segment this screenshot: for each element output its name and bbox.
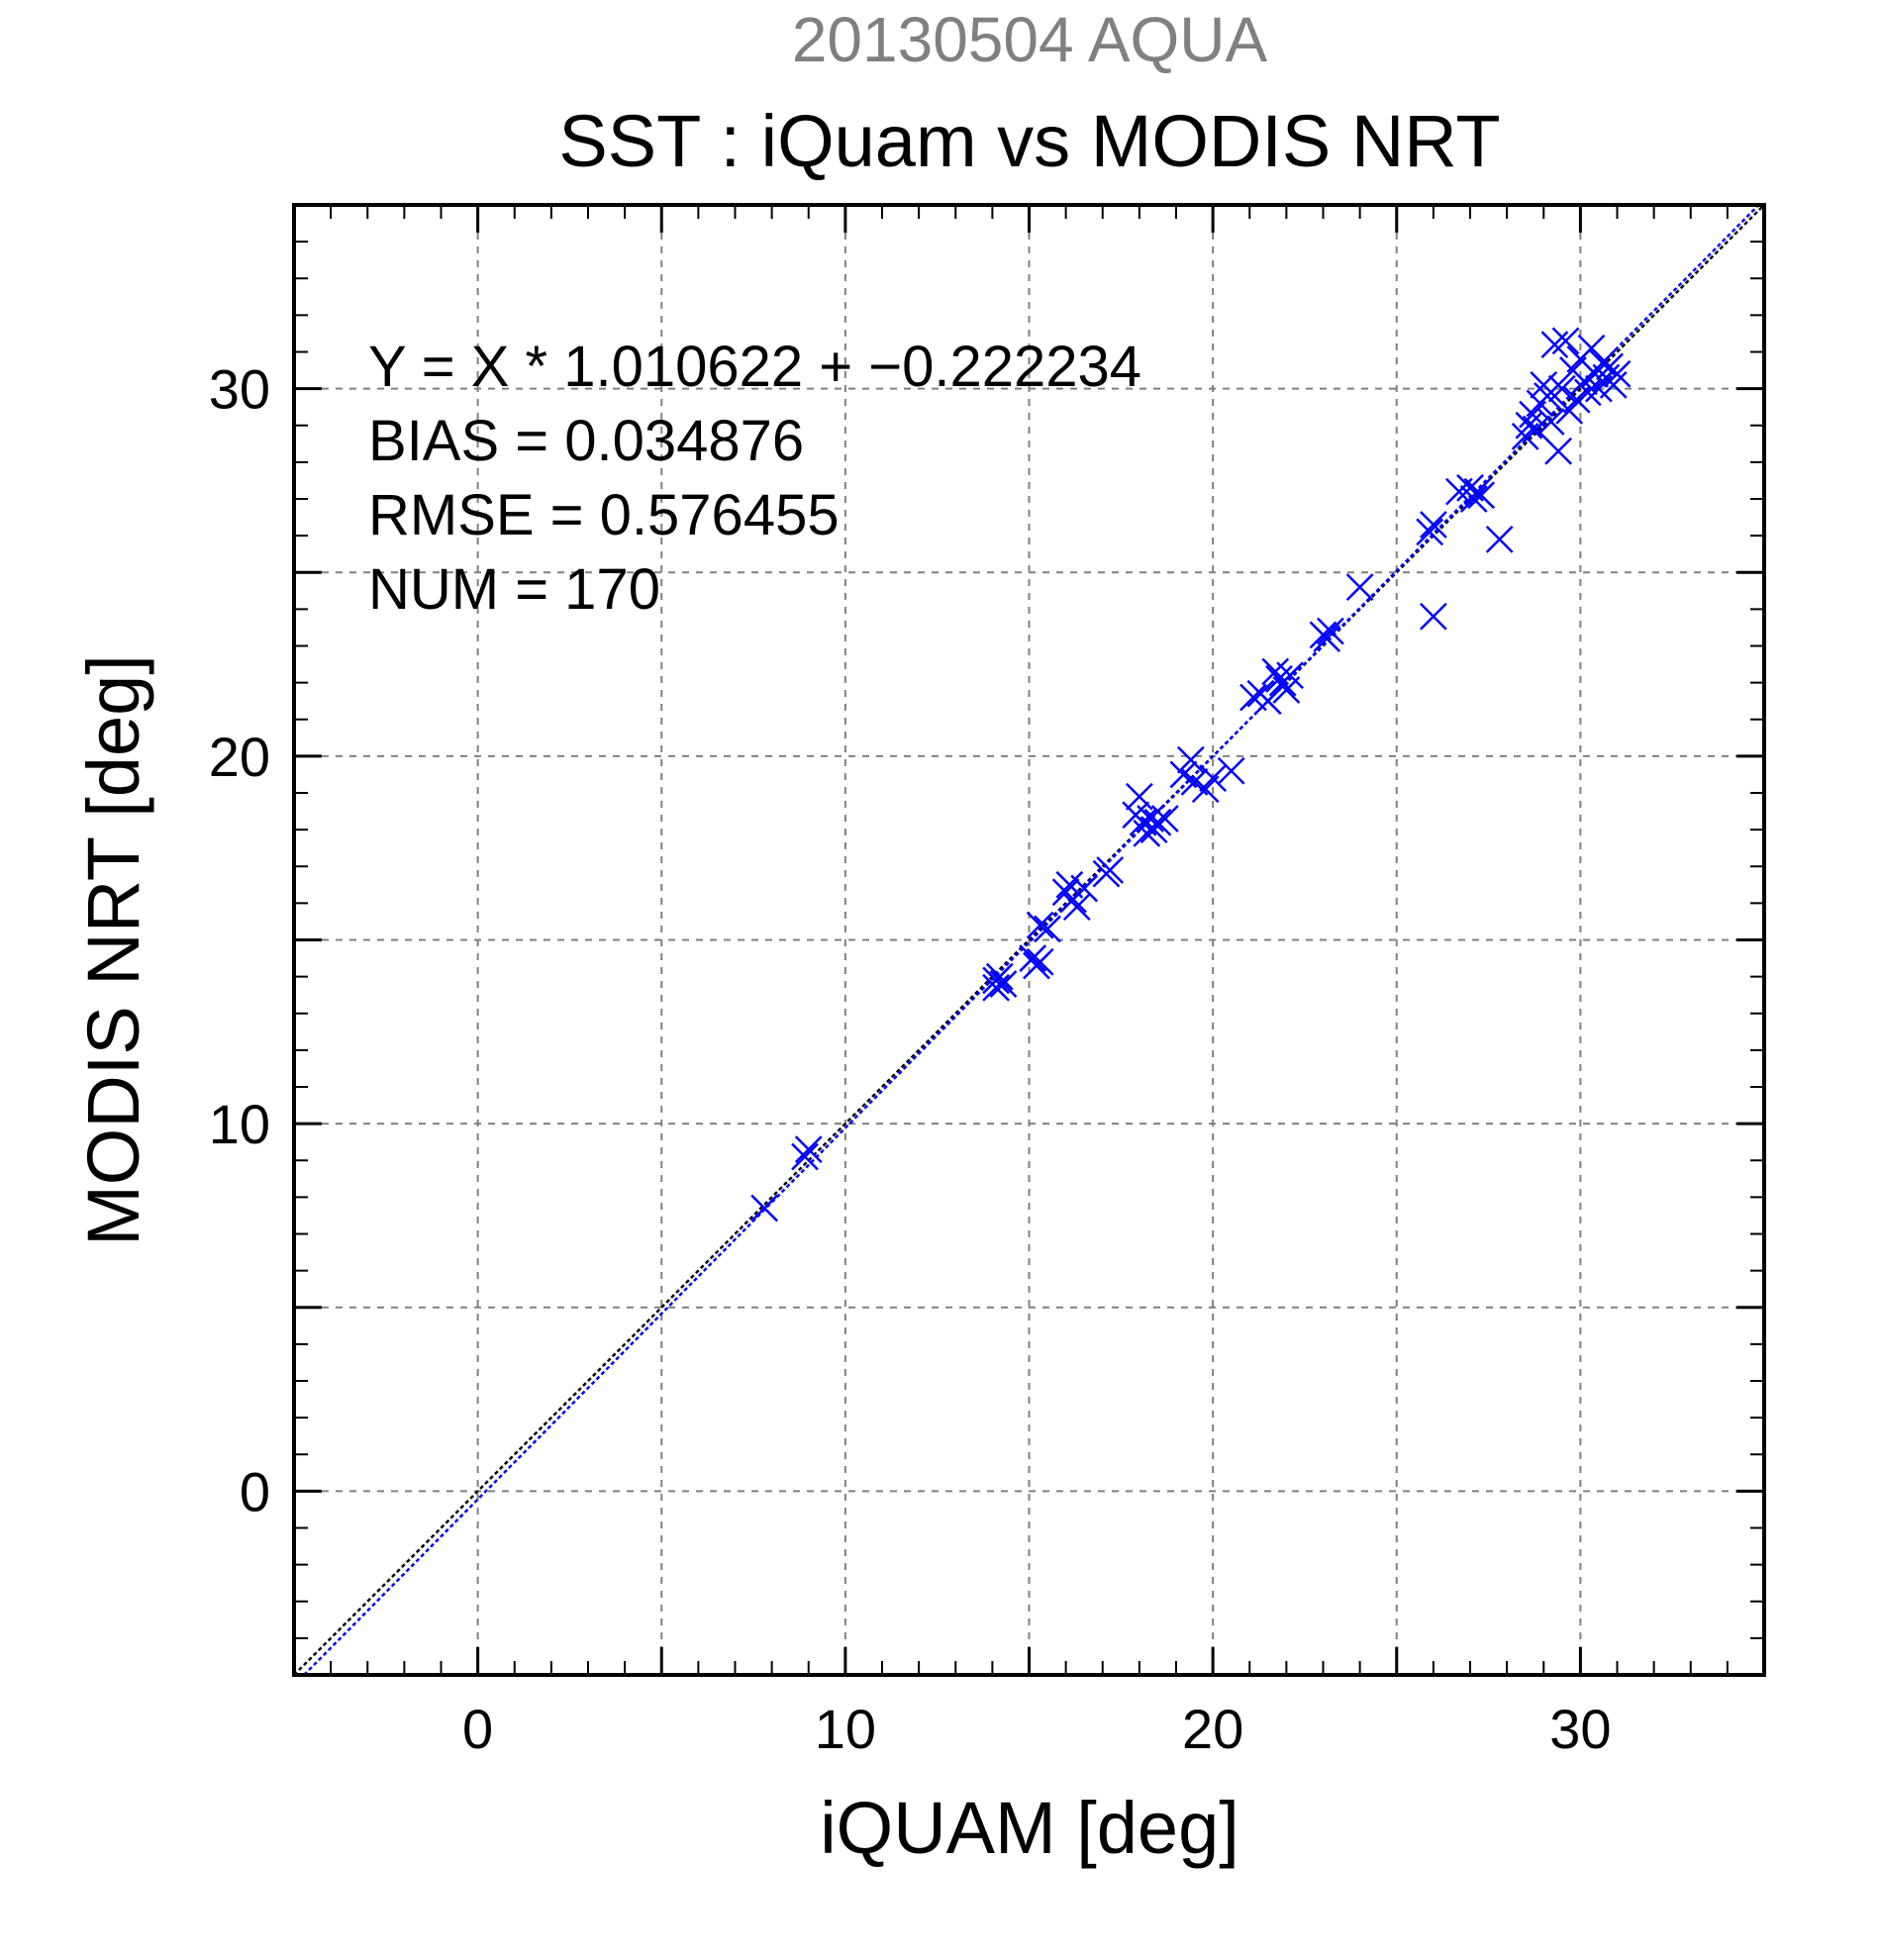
- data-point: [1603, 359, 1632, 388]
- stats-annotations: Y = X * 1.010622 + −0.222234 BIAS = 0.03…: [368, 335, 1141, 622]
- data-point: [1485, 525, 1514, 553]
- data-point: [1026, 911, 1054, 939]
- y-tick-label: 10: [209, 1093, 270, 1155]
- data-point: [1150, 805, 1179, 833]
- data-points: [750, 327, 1632, 1223]
- y-tick-labels: 0 10 20 30: [209, 358, 270, 1523]
- data-point: [1276, 661, 1304, 690]
- data-point: [985, 962, 1014, 991]
- reference-lines: [293, 204, 1765, 1676]
- annotation-rmse: RMSE = 0.576455: [368, 483, 840, 547]
- annotation-regression: Y = X * 1.010622 + −0.222234: [368, 335, 1141, 399]
- y-tick-label: 0: [240, 1460, 270, 1522]
- data-point: [1540, 331, 1569, 358]
- data-point: [1599, 371, 1628, 399]
- data-point: [1313, 625, 1341, 652]
- data-point: [1125, 782, 1153, 811]
- data-point: [1419, 511, 1447, 539]
- data-point: [1062, 893, 1091, 921]
- y-axis-label: MODIS NRT [deg]: [72, 654, 154, 1246]
- y-tick-label: 20: [209, 726, 270, 788]
- data-point: [1199, 764, 1228, 793]
- one-to-one-line: [293, 204, 1765, 1676]
- data-point: [1551, 327, 1580, 355]
- data-point: [1547, 374, 1576, 403]
- y-tick-label: 30: [209, 358, 270, 421]
- data-point: [750, 1194, 779, 1223]
- annotation-num: NUM = 170: [368, 557, 660, 622]
- data-point: [1317, 617, 1344, 645]
- x-tick-label: 20: [1182, 1698, 1243, 1760]
- data-point: [1070, 874, 1099, 903]
- major-ticks: [294, 205, 1764, 1675]
- data-point: [1137, 805, 1164, 833]
- x-tick-label: 30: [1549, 1698, 1611, 1760]
- data-point: [1034, 915, 1061, 943]
- data-point: [791, 1142, 819, 1171]
- chart-title: SST : iQuam vs MODIS NRT: [558, 100, 1500, 182]
- data-point: [1416, 518, 1444, 546]
- data-point: [794, 1135, 823, 1163]
- minor-ticks: [294, 205, 1764, 1675]
- data-point: [1522, 415, 1550, 443]
- plot-frame: [292, 203, 1766, 1677]
- data-point: [1459, 485, 1488, 513]
- data-point: [1345, 573, 1374, 601]
- data-point: [1026, 947, 1054, 976]
- data-point: [989, 970, 1018, 998]
- data-point: [1253, 687, 1282, 716]
- data-point: [1544, 437, 1572, 465]
- data-point: [1536, 408, 1565, 436]
- data-point: [982, 973, 1010, 1002]
- data-point: [1534, 382, 1561, 410]
- x-tick-label: 10: [815, 1698, 876, 1760]
- data-point: [1573, 378, 1602, 407]
- regression-fit-line: [303, 204, 1760, 1676]
- x-axis-label: iQUAM [deg]: [820, 1787, 1239, 1869]
- data-point: [1019, 944, 1047, 972]
- annotation-bias: BIAS = 0.034876: [368, 409, 804, 473]
- data-point: [1530, 371, 1558, 399]
- x-tick-labels: 0 10 20 30: [462, 1698, 1611, 1760]
- data-point: [1217, 756, 1245, 785]
- chart-subtitle: 20130504 AQUA: [792, 4, 1268, 75]
- x-tick-label: 0: [462, 1698, 493, 1760]
- data-point: [1143, 808, 1172, 836]
- data-point: [1467, 481, 1496, 510]
- data-point: [1419, 602, 1447, 631]
- data-point: [1096, 856, 1125, 884]
